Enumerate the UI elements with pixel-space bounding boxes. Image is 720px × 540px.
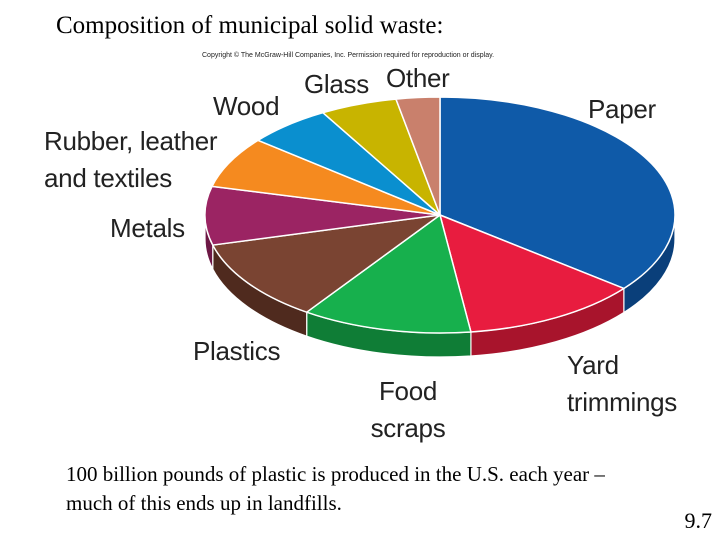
slice-label-line: Food — [379, 376, 437, 406]
slice-label-line: Glass — [304, 69, 369, 99]
slice-label-paper: Paper — [588, 94, 657, 124]
slice-label-yard-trimmings: Yard trimmings — [567, 350, 677, 417]
slice-label-line: trimmings — [567, 387, 677, 417]
pie-slice-food-scraps — [305, 214, 472, 334]
copyright-notice: Copyright © The McGraw-Hill Companies, I… — [202, 52, 495, 59]
slice-label-line: Other — [386, 63, 450, 93]
slice-label-line: Metals — [110, 213, 185, 243]
page-number: 9.7 — [684, 508, 713, 533]
slice-label-line: Paper — [588, 94, 657, 124]
pie-slice-yard-trimmings — [439, 214, 625, 333]
slice-label-wood: Wood — [213, 91, 279, 121]
slice-label-rubber-leather-and-textiles: Rubber, leather and textiles — [44, 126, 218, 193]
pie-slice-plastics — [212, 214, 441, 313]
pie-slice-rubber-leather-and-textiles — [211, 139, 441, 216]
slice-label-line: Wood — [213, 91, 279, 121]
pie-slice-other — [395, 96, 441, 216]
slice-label-food-scraps: Food scraps — [371, 376, 446, 443]
slice-label-line: scraps — [371, 413, 446, 443]
slice-label-line: Rubber, leather — [44, 126, 218, 156]
slice-label-metals: Metals — [110, 213, 185, 243]
pie-slice-paper — [439, 96, 676, 290]
pie-slice-metals — [204, 185, 441, 246]
slice-label-line: Yard — [567, 350, 619, 380]
slice-label-glass: Glass — [304, 69, 369, 99]
slice-label-other: Other — [386, 63, 450, 93]
slice-label-line: Plastics — [193, 336, 280, 366]
caption-text: 100 billion pounds of plastic is produce… — [66, 462, 605, 515]
slice-label-plastics: Plastics — [193, 336, 280, 366]
slide-title: Composition of municipal solid waste: — [56, 12, 444, 39]
slice-label-line: and textiles — [44, 163, 172, 193]
